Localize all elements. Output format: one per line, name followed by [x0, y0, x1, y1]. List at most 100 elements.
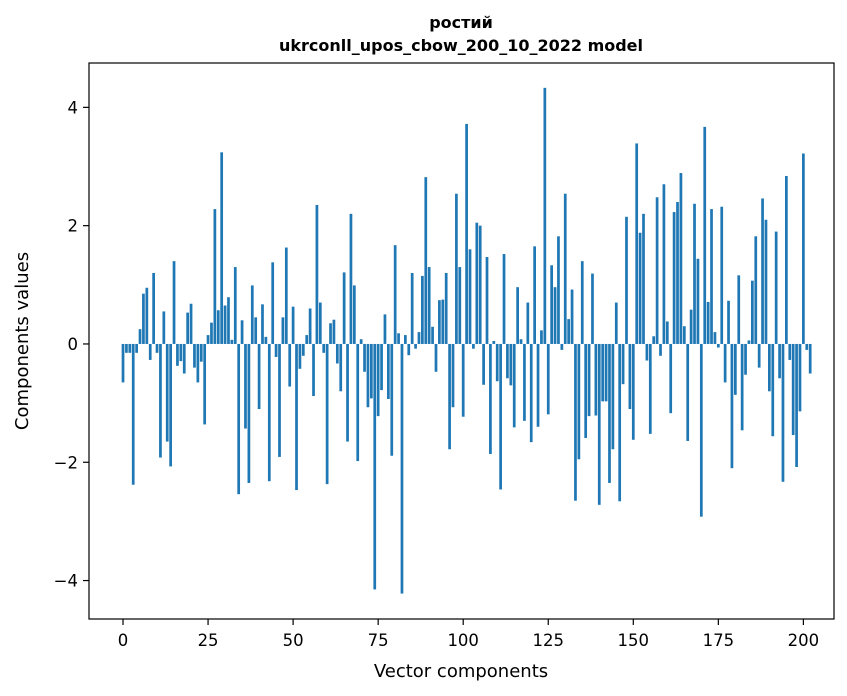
bar [305, 335, 309, 344]
bar [693, 203, 696, 344]
bar [802, 153, 805, 344]
bar [152, 272, 155, 344]
bar [540, 330, 543, 344]
bar [441, 299, 445, 344]
bar [455, 193, 458, 344]
bar [356, 343, 360, 462]
bar [798, 343, 802, 412]
bar [475, 222, 479, 344]
bar [550, 265, 554, 344]
bar [570, 289, 574, 344]
bar [135, 343, 138, 353]
bar [366, 343, 370, 408]
bar [203, 343, 207, 425]
bar [740, 343, 744, 431]
bar [159, 343, 162, 458]
bar [502, 254, 506, 344]
bar [121, 343, 125, 383]
bar [142, 293, 145, 344]
bar [574, 343, 577, 501]
bar [400, 343, 404, 594]
bar [145, 287, 149, 344]
bar [254, 317, 258, 344]
bar [642, 213, 645, 344]
plot-frame [88, 62, 835, 620]
bar [489, 343, 492, 454]
bar [543, 87, 547, 344]
bar [216, 310, 220, 344]
x-tick-label: 175 [703, 631, 735, 650]
bar [393, 245, 397, 344]
bar [410, 272, 414, 344]
bar [676, 202, 679, 344]
bar [383, 314, 387, 344]
bar [278, 343, 281, 457]
bar [774, 231, 778, 344]
bar [516, 287, 519, 344]
bar [407, 343, 411, 356]
bar [465, 123, 468, 344]
bar [597, 343, 601, 505]
bar [438, 300, 441, 344]
bar [594, 343, 598, 416]
bar [176, 343, 179, 366]
bar [754, 236, 758, 344]
chart-title-line-1: ростий [429, 13, 493, 32]
bar [611, 343, 615, 450]
bar [427, 267, 431, 344]
bar [584, 343, 588, 439]
bar [648, 343, 652, 434]
bar [288, 343, 292, 387]
bar [369, 343, 373, 399]
bar [546, 343, 550, 415]
bar [580, 261, 584, 344]
y-tick-label: −2 [54, 453, 78, 472]
bar [655, 197, 659, 344]
bar [512, 343, 516, 428]
bar [322, 343, 326, 353]
bar [618, 343, 622, 502]
bar [247, 343, 251, 483]
bar [577, 343, 581, 460]
bar [706, 301, 710, 344]
bar [519, 339, 523, 344]
bar [628, 343, 632, 410]
chart-title-line-2: ukrconll_upos_cbow_200_10_2022 model [279, 36, 643, 55]
bar [308, 308, 312, 344]
bar [206, 335, 210, 344]
bar [284, 247, 288, 344]
bar [788, 343, 792, 360]
bar [162, 311, 166, 344]
bar [506, 343, 509, 379]
bar [179, 343, 183, 362]
bar [533, 246, 536, 344]
bar [230, 339, 234, 344]
bar [380, 343, 383, 391]
x-tick-label: 150 [618, 631, 650, 650]
bar [567, 319, 571, 344]
bar [281, 317, 285, 344]
bar [363, 343, 366, 372]
bar [737, 275, 741, 344]
bar [376, 343, 380, 417]
bar [645, 343, 649, 361]
bar [417, 332, 421, 344]
bar [213, 209, 217, 344]
bar [199, 343, 203, 362]
bar [421, 275, 424, 344]
bar [730, 343, 734, 469]
bar [526, 302, 530, 344]
bar [791, 343, 795, 436]
bar [744, 343, 747, 375]
bar [536, 343, 540, 427]
y-axis-ticks: −4 −2 0 2 4 [54, 98, 89, 591]
bar [757, 343, 761, 368]
bar [560, 343, 564, 350]
y-tick-label: −4 [54, 572, 78, 591]
bar [261, 304, 264, 344]
bar [689, 309, 693, 344]
bar [342, 272, 346, 344]
bar [335, 343, 339, 364]
bar [808, 343, 812, 374]
bar [414, 343, 417, 349]
